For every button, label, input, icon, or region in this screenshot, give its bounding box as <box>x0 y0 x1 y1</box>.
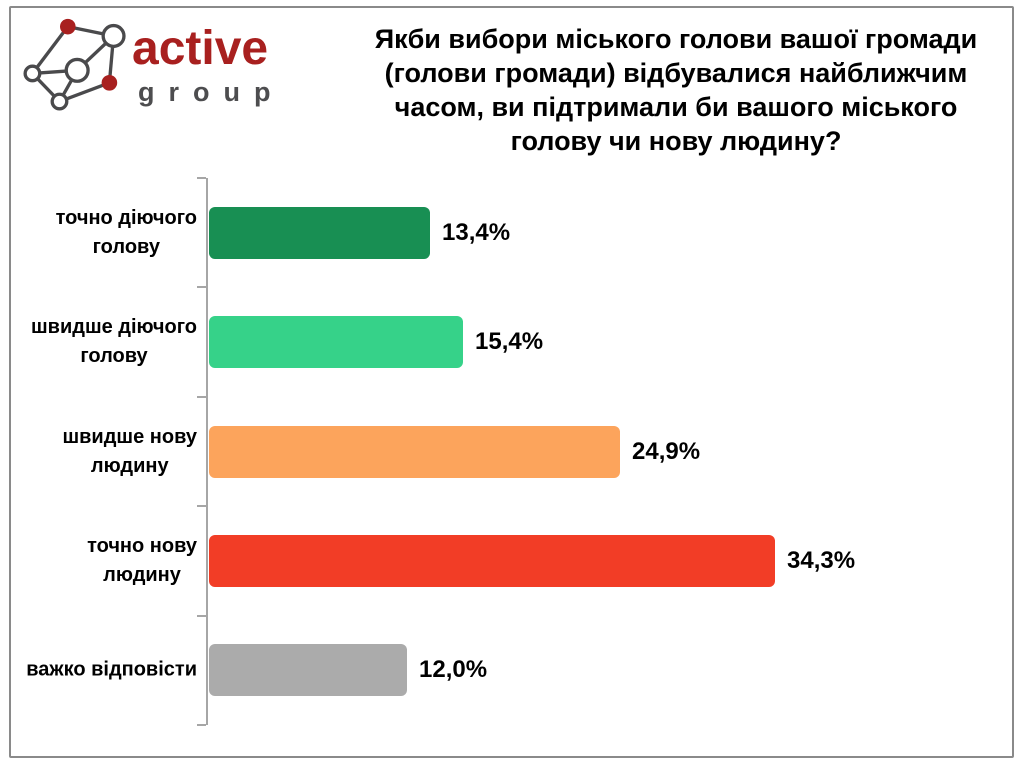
category-label-line: швидше діючого <box>31 316 197 339</box>
category-label-line: важко відповісти <box>26 658 197 681</box>
category-label-line: людину <box>90 454 169 477</box>
category-label-line: точно діючого <box>55 206 197 229</box>
category-label-line: людину <box>103 563 181 586</box>
category-label-line: голову <box>80 345 148 368</box>
brand-subname: group <box>138 77 285 107</box>
network-graph-icon <box>23 18 126 111</box>
category-label: точно діючого голову <box>56 204 197 262</box>
chart-title-line: голову чи нову людину? <box>510 126 842 156</box>
y-axis-tick <box>197 724 206 726</box>
y-axis-tick <box>197 615 206 617</box>
category-label: швидше діючого голову <box>31 313 197 371</box>
value-label: 15,4% <box>475 328 544 356</box>
category-label: швидше нову людину <box>62 423 197 481</box>
value-label: 34,3% <box>787 546 856 574</box>
y-axis-tick <box>197 505 206 507</box>
y-axis-tick <box>197 396 206 398</box>
category-label-line: точно нову <box>87 534 197 557</box>
chart-title-line: часом, ви підтримали би вашого міського <box>394 92 958 122</box>
bar-1 <box>209 207 430 259</box>
bar-5 <box>209 644 407 696</box>
chart-title: Якби вибори міського голови вашої громад… <box>340 22 1012 158</box>
category-label: точно нову людину <box>87 532 197 590</box>
y-axis-tick <box>197 286 206 288</box>
active-group-logo: active group <box>10 10 320 120</box>
y-axis-line <box>206 178 208 725</box>
bar-3 <box>209 426 620 478</box>
category-label-line: голову <box>92 235 160 258</box>
value-label: 13,4% <box>442 218 511 246</box>
category-label-line: швидше нову <box>62 425 197 448</box>
brand-text: active group <box>132 22 317 108</box>
brand-name: active <box>132 22 269 75</box>
chart-title-line: Якби вибори міського голови вашої громад… <box>374 24 978 54</box>
bar-4 <box>209 535 775 587</box>
value-label: 24,9% <box>632 437 701 465</box>
value-label: 12,0% <box>419 656 488 684</box>
chart-title-line: (голови громади) відбувалися найближчим <box>384 58 968 88</box>
bar-2 <box>209 316 463 368</box>
category-label: важко відповісти <box>26 656 197 685</box>
y-axis-tick <box>197 177 206 179</box>
